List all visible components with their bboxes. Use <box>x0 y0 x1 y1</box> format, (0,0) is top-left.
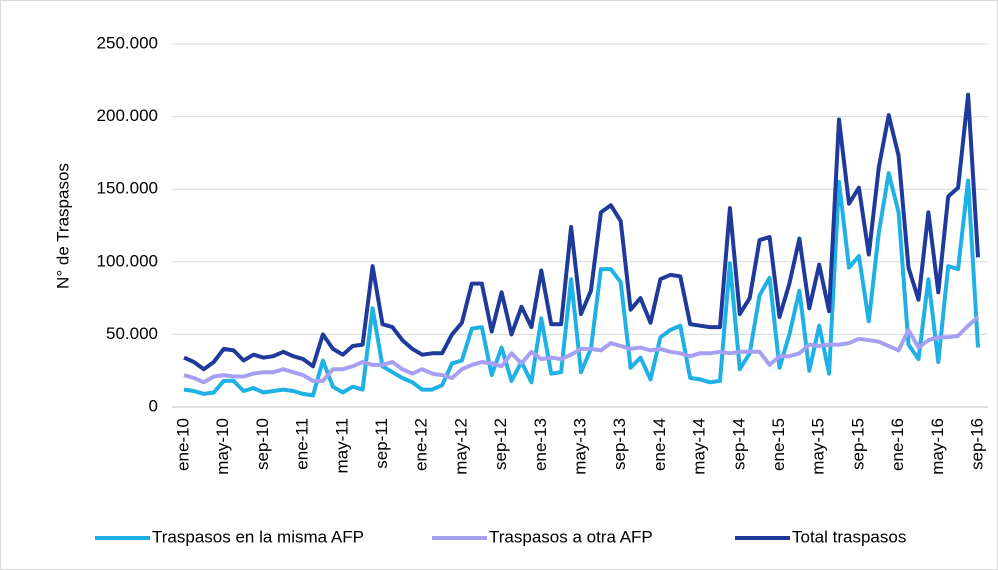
x-tick-label: may-11 <box>332 418 351 473</box>
series-line <box>183 92 980 372</box>
x-tick-label: may-16 <box>928 418 947 475</box>
x-tick-label: sep-14 <box>729 418 748 470</box>
x-tick-label: sep-16 <box>967 418 986 470</box>
x-tick-label: ene-15 <box>769 418 788 471</box>
x-tick-label: ene-14 <box>650 418 669 471</box>
x-tick-label: sep-12 <box>491 418 510 470</box>
legend-label: Traspasos en la misma AFP <box>152 527 364 546</box>
x-tick-label: sep-13 <box>610 418 629 470</box>
series-line <box>183 171 980 398</box>
y-tick-label: 100.000 <box>97 251 158 270</box>
x-tick-label: ene-12 <box>412 418 431 471</box>
legend-label: Total traspasos <box>792 527 906 546</box>
x-tick-label: may-13 <box>570 418 589 475</box>
x-tick-label: ene-16 <box>888 418 907 471</box>
x-tick-label: sep-10 <box>253 418 272 470</box>
y-tick-label: 50.000 <box>106 324 158 343</box>
x-tick-label: sep-11 <box>372 418 391 469</box>
x-tick-label: ene-11 <box>293 418 312 470</box>
x-tick-label: ene-10 <box>173 418 192 471</box>
x-tick-label: may-10 <box>213 418 232 475</box>
x-tick-label: sep-15 <box>848 418 867 470</box>
y-tick-label: 0 <box>149 396 158 415</box>
series-line <box>183 315 980 385</box>
legend-label: Traspasos a otra AFP <box>489 527 653 546</box>
x-tick-label: may-12 <box>451 418 470 475</box>
y-axis-label: N° de Traspasos <box>53 163 72 289</box>
y-tick-label: 200.000 <box>97 106 158 125</box>
y-tick-label: 150.000 <box>97 179 158 198</box>
x-tick-label: ene-13 <box>531 418 550 471</box>
y-tick-label: 250.000 <box>97 33 158 52</box>
x-tick-label: may-15 <box>809 418 828 475</box>
x-tick-label: may-14 <box>690 418 709 475</box>
